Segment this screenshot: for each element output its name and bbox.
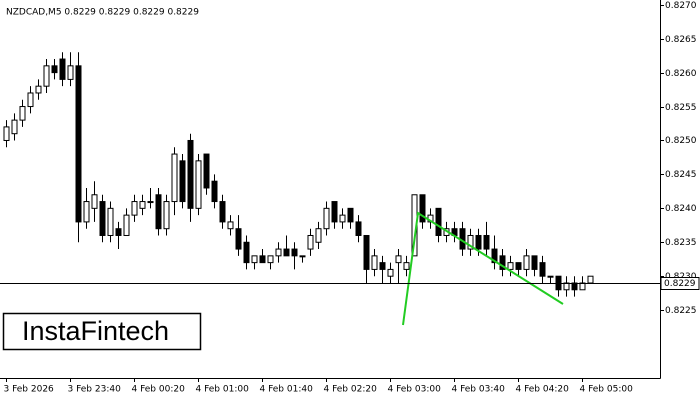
candle-body <box>475 234 482 250</box>
candle-body <box>507 262 514 270</box>
candle-body <box>395 255 402 264</box>
y-tick-label: 0.8240 <box>665 204 697 214</box>
y-tick-label: 0.8225 <box>665 306 697 316</box>
candle-body <box>27 92 34 108</box>
candle-body <box>35 85 42 94</box>
candle-body <box>531 255 538 270</box>
candle-body <box>579 282 586 291</box>
candle-body <box>283 248 290 257</box>
candle-body <box>403 262 410 270</box>
x-tick-label: 4 Feb 03:40 <box>452 385 506 395</box>
candle-body <box>59 58 66 80</box>
candle-body <box>147 201 154 204</box>
x-tick-label: 4 Feb 04:20 <box>516 385 570 395</box>
candle-body <box>387 268 394 277</box>
logo: InstaFintech <box>22 316 169 346</box>
x-tick-label: 4 Feb 05:00 <box>580 385 634 395</box>
x-tick-label: 4 Feb 00:20 <box>132 385 186 395</box>
candle-body <box>307 234 314 250</box>
y-tick-label: 0.8245 <box>665 170 697 180</box>
candle-body <box>419 194 426 223</box>
candle-body <box>3 126 10 141</box>
candle-body <box>43 65 50 87</box>
candle-body <box>83 201 90 223</box>
candle-body <box>139 201 146 209</box>
candle-body <box>491 248 498 264</box>
x-tick-label: 3 Feb 2026 <box>4 385 55 395</box>
y-tick-label: 0.8265 <box>665 35 697 45</box>
x-tick-label: 4 Feb 01:00 <box>196 385 250 395</box>
chart-title: NZDCAD,M5 0.8229 0.8229 0.8229 0.8229 <box>6 8 199 18</box>
candle-body <box>123 214 130 236</box>
candle-body <box>355 221 362 236</box>
y-tick-label: 0.8250 <box>665 136 697 146</box>
candle-body <box>19 106 26 121</box>
candle-body <box>299 255 306 258</box>
candle-body <box>171 153 178 203</box>
candle-body <box>203 153 210 189</box>
candle-body <box>115 228 122 236</box>
candle-body <box>571 282 578 291</box>
candle-body <box>547 275 554 278</box>
candle-body <box>467 234 474 250</box>
candle-body <box>275 248 282 257</box>
price-label: 0.8229 <box>664 279 696 289</box>
candle-body <box>211 180 218 203</box>
candle-body <box>267 255 274 264</box>
x-tick-label: 4 Feb 02:20 <box>324 385 378 395</box>
candle-body <box>483 234 490 250</box>
candle-body <box>75 65 82 223</box>
candle-body <box>555 275 562 291</box>
y-tick-label: 0.8260 <box>665 69 697 79</box>
candle-body <box>163 201 170 230</box>
price-box <box>660 277 700 290</box>
candle-body <box>347 207 354 223</box>
x-tick-label: 3 Feb 23:40 <box>68 385 122 395</box>
candle-body <box>195 160 202 209</box>
candle-body <box>99 201 106 236</box>
candle-body <box>227 221 234 230</box>
pattern-line <box>402 211 564 326</box>
candle-body <box>11 119 18 135</box>
candle-body <box>363 234 370 270</box>
candle-body <box>523 255 530 270</box>
candle-body <box>371 255 378 270</box>
candle-body <box>587 275 594 284</box>
candle-body <box>91 194 98 209</box>
y-tick-label: 0.8270 <box>665 1 697 11</box>
candle-body <box>251 255 258 264</box>
candle-body <box>107 207 114 236</box>
candle-body <box>259 255 266 264</box>
candles <box>3 52 594 297</box>
y-tick-label: 0.8255 <box>665 103 697 113</box>
x-tick-label: 4 Feb 03:00 <box>388 385 442 395</box>
candle-body <box>539 262 546 277</box>
candle-body <box>219 201 226 223</box>
candle-body <box>339 214 346 223</box>
candle-body <box>291 248 298 257</box>
candle-body <box>235 228 242 250</box>
candle-body <box>435 207 442 236</box>
candle-body <box>315 228 322 243</box>
candle-body <box>155 194 162 230</box>
candle-body <box>51 65 58 74</box>
candle-body <box>187 139 194 209</box>
candle-body <box>499 255 506 270</box>
y-tick-label: 0.8235 <box>665 238 697 248</box>
candle-body <box>323 207 330 230</box>
candle-body <box>563 282 570 291</box>
candle-body <box>67 65 74 80</box>
x-tick-label: 4 Feb 01:40 <box>260 385 314 395</box>
candle-body <box>379 262 386 270</box>
candle-body <box>131 201 138 216</box>
candle-body <box>331 201 338 223</box>
candle-body <box>243 241 250 264</box>
candle-body <box>179 160 186 203</box>
candle-body <box>515 262 522 270</box>
logo-box <box>2 312 202 351</box>
